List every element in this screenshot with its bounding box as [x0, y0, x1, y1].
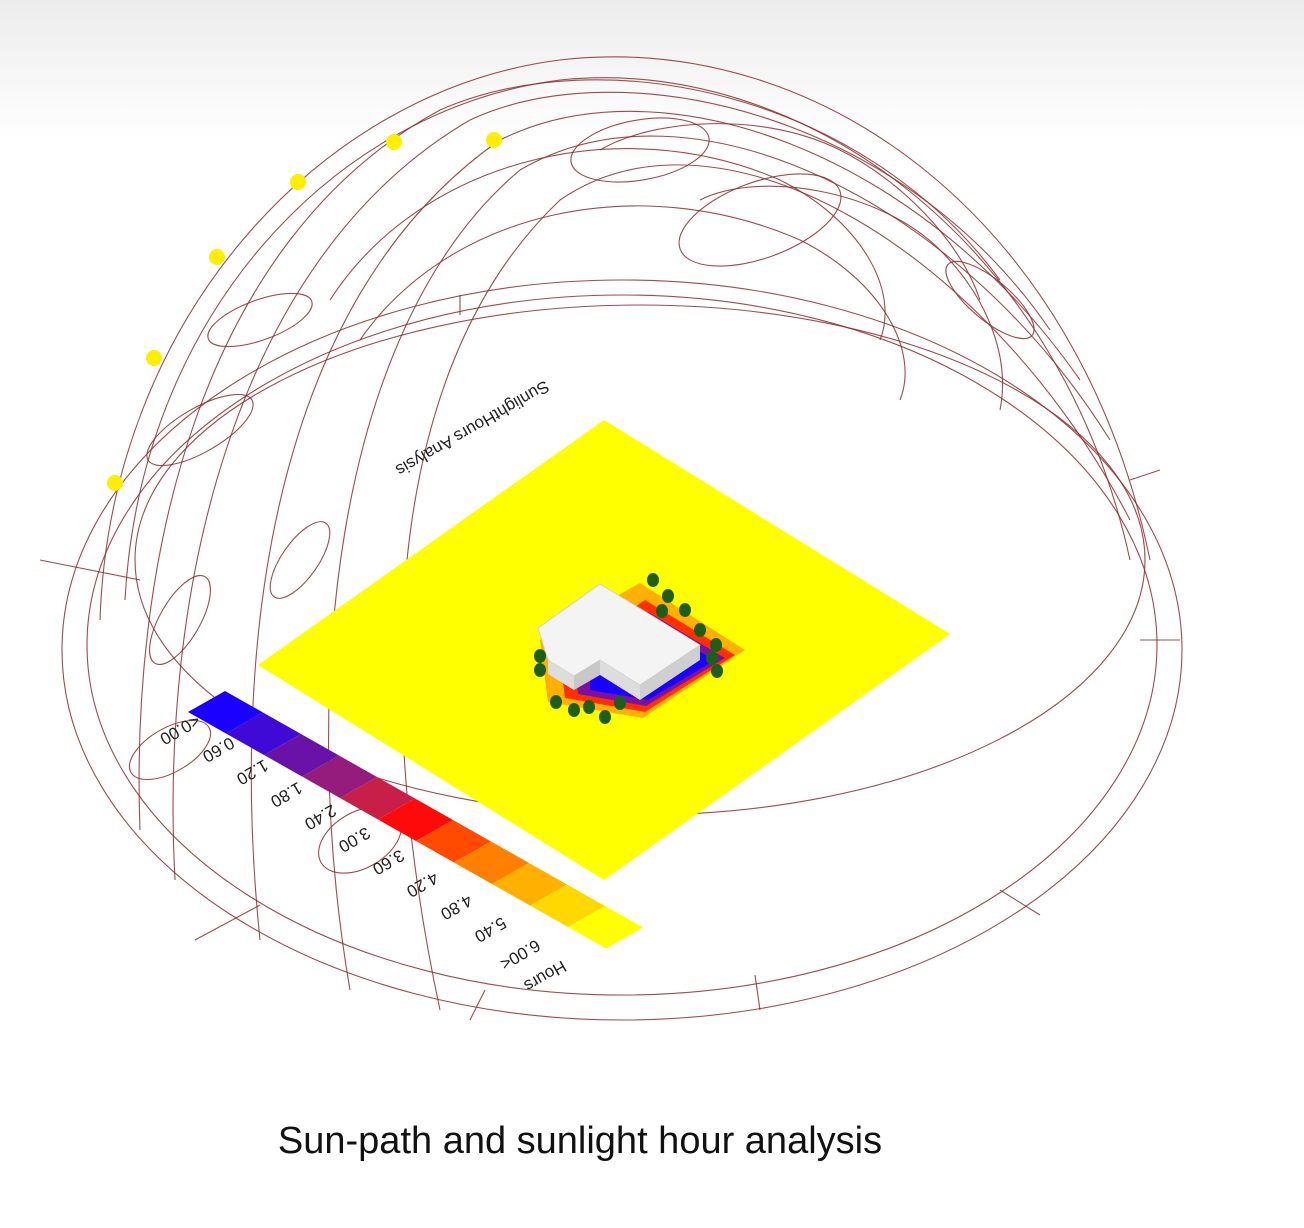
compass-tick [469, 989, 486, 1021]
legend-tick-label: 3.00 [335, 823, 373, 856]
tree [662, 589, 674, 603]
sun-positions [107, 132, 502, 491]
legend-title: Hours [521, 957, 570, 996]
compass-tick [1129, 469, 1161, 481]
day-path-arc [699, 185, 1003, 411]
compass-tick [39, 559, 141, 581]
analemma-loop [678, 173, 842, 267]
legend-color-cell [264, 734, 339, 777]
legend-tick-label: 0.60 [199, 733, 237, 766]
tree [550, 695, 562, 709]
figure-caption: Sun-path and sunlight hour analysis [277, 1120, 883, 1162]
sun-position-marker [209, 249, 225, 265]
tree [583, 700, 595, 714]
analysis-title: SunlightHours Analysis [392, 377, 552, 480]
sun-position-marker [486, 132, 502, 148]
day-path-arc [329, 148, 886, 341]
legend-color-cell [226, 712, 301, 755]
analemma-loop [269, 521, 331, 599]
dome-outline [99, 56, 1151, 621]
legend-color-cell [416, 820, 491, 863]
building-wing-face [574, 660, 600, 690]
building-front [640, 645, 700, 700]
background-fade [0, 0, 1304, 140]
tree [614, 696, 626, 710]
legend-tick-label: 2.40 [301, 801, 339, 834]
compass-tick [754, 974, 761, 1011]
legend-tick-label: 3.60 [369, 846, 407, 879]
tree [568, 703, 580, 717]
horizon-ring-outer [61, 279, 1183, 1021]
analemma-loop [945, 260, 1035, 340]
tree [706, 651, 718, 665]
building-massing [537, 583, 701, 700]
tree [656, 604, 668, 618]
legend-tick-label: 1.20 [233, 756, 271, 789]
sun-position-marker [386, 134, 402, 150]
tree [710, 638, 722, 652]
building-wing [548, 660, 574, 690]
legend-color-cell [378, 798, 453, 841]
analemma-loop [207, 292, 313, 348]
meridian-arc [172, 91, 1051, 881]
legend-color-cell [340, 777, 415, 820]
dome-outline-2 [124, 77, 1131, 601]
legend-tick-label: 4.20 [403, 868, 441, 901]
tree [647, 573, 659, 587]
legend-tick-label: <0.00 [157, 711, 204, 749]
legend-tick-label: 5.40 [471, 913, 509, 946]
sun-position-marker [107, 475, 123, 491]
legend-color-cell [454, 841, 529, 884]
tree [679, 603, 691, 617]
analemma-loop [149, 575, 211, 665]
tree [534, 663, 546, 677]
legend-color-cell [302, 755, 377, 798]
tree [534, 649, 546, 663]
sun-path-dome [39, 56, 1183, 1021]
tree [599, 710, 611, 724]
meridian-arc [328, 135, 1111, 991]
legend-color-cell [530, 884, 605, 927]
sun-position-marker [290, 174, 306, 190]
building-side [600, 660, 640, 700]
analemma-loop [128, 719, 212, 781]
legend-color-cell [188, 691, 263, 734]
legend-tick-label: 1.80 [267, 778, 305, 811]
compass-tick [999, 889, 1041, 916]
legend-tick-label: 6.00< [497, 936, 544, 974]
legend-color-cell [568, 906, 643, 949]
horizon-ring-inner [86, 294, 1158, 996]
analemma-loop [570, 117, 710, 183]
day-path-arc [599, 123, 981, 301]
meridian-arc [138, 79, 1001, 831]
analemma-loop [146, 393, 254, 467]
tree [711, 664, 723, 678]
day-path-arc [359, 205, 906, 401]
meridian-arc [250, 110, 1081, 941]
legend-color-bar [188, 691, 643, 949]
tree [694, 623, 706, 637]
trees [534, 573, 723, 724]
compass-tick [194, 904, 261, 941]
legend-tick-label: 4.80 [437, 891, 475, 924]
sun-position-marker [146, 350, 162, 366]
legend-color-cell [492, 863, 567, 906]
